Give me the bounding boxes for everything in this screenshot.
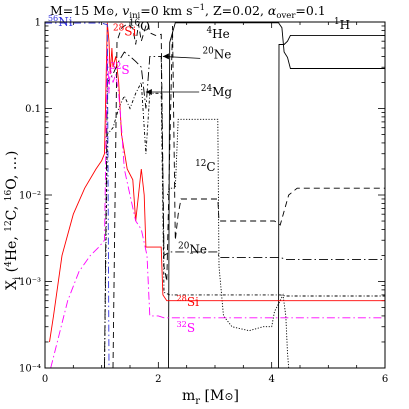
pointer-line [162,56,201,59]
series-4he [168,22,385,369]
isotope-label-16o: 16O [129,18,150,33]
series-layer [45,22,385,369]
series-1h [278,34,385,369]
chart-title: M=15 M⊙, vini=0 km s−1, Z=0.02, αover=0.… [50,3,326,21]
isotope-label-28si: 28Si [113,23,136,38]
isotope-label-12c: 12C [195,159,215,174]
series-16o [112,22,385,369]
x-tick-label: 6 [382,374,388,385]
y-axis-label: Xi (4He, 12C, 16O, …) [4,151,23,290]
x-axis-label: mr [M⊙] [182,388,239,407]
y-tick-label: 10⁻⁴ [19,364,41,375]
isotope-label-32s: 32S [110,62,129,77]
series-56ni [45,22,110,369]
isotope-label-20ne: 20Ne [178,242,207,257]
isotope-label-1h: 1H [334,17,350,32]
plot-frame [44,21,386,369]
annotation-layer: 56Ni 28Si16O32S4He1H20Ne24Mg12C20Ne28Si32… [48,13,350,335]
x-tick-label: 2 [155,374,161,385]
isotope-label-24mg: 24Mg [201,84,233,99]
isotope-label-20ne: 20Ne [203,46,232,61]
series-20ne [104,51,385,369]
series-24mg [104,80,385,369]
x-tick-label: 0 [42,374,48,385]
series-32s [50,47,385,369]
pointer-arrowhead [162,53,169,60]
tick-layer: 0 2 4 6 10⁻⁴ 10⁻³ 10⁻² 0.1 1 [19,18,388,386]
y-tick-label: 0.1 [25,104,41,115]
isotope-label-32s: 32S [176,319,195,335]
pointer-arrowhead [145,89,152,96]
y-tick-label: 1 [35,18,41,29]
pointer-layer [145,53,201,96]
isotope-label-28si: 28Si [176,293,199,309]
y-tick-label: 10⁻³ [19,277,41,288]
series-28si [49,22,385,343]
y-tick-label: 10⁻² [19,191,41,202]
isotope-label-4he: 4He [207,26,230,41]
x-tick-label: 4 [268,374,274,385]
